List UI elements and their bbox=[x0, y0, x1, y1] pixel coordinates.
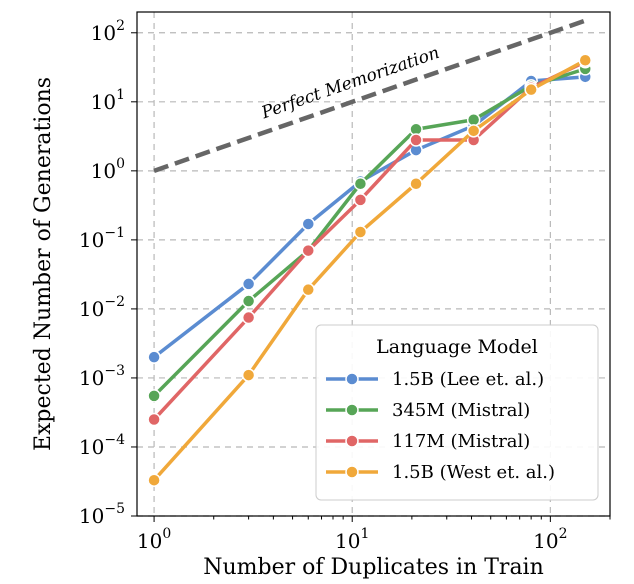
legend-item: 1.5B (Lee et. al.) bbox=[326, 369, 544, 390]
legend-swatch-marker bbox=[345, 403, 359, 417]
perfect-memorization-label: Perfect Memorization bbox=[258, 43, 442, 124]
axis-ticks: 100 101 102 10−5 10−4 10−3 10−2 10−1 100 101 102 bbox=[79, 18, 611, 553]
legend-box bbox=[315, 324, 599, 501]
x-tick-label: 102 bbox=[533, 526, 567, 553]
data-point bbox=[147, 350, 161, 364]
series-2 bbox=[147, 62, 592, 403]
data-point bbox=[241, 368, 256, 382]
series-4 bbox=[147, 53, 592, 487]
legend-item: 1.5B (West et. al.) bbox=[326, 462, 555, 483]
data-point bbox=[147, 412, 161, 427]
data-point bbox=[466, 112, 481, 127]
x-axis-label: Number of Duplicates in Train bbox=[203, 555, 544, 580]
legend-item: 345M (Mistral) bbox=[326, 400, 530, 421]
y-tick-label: 101 bbox=[91, 87, 125, 114]
y-tick-label: 10−1 bbox=[79, 225, 125, 252]
legend-swatch-marker bbox=[345, 434, 359, 448]
series-line bbox=[152, 58, 587, 482]
legend-swatch-marker bbox=[345, 465, 359, 479]
y-axis-label: Expected Number of Generations bbox=[31, 77, 56, 451]
data-point bbox=[147, 473, 161, 487]
legend-item: 117M (Mistral) bbox=[326, 431, 530, 452]
y-tick-label: 10−5 bbox=[79, 501, 125, 528]
data-point bbox=[241, 310, 256, 325]
data-point bbox=[578, 53, 592, 68]
series-line bbox=[152, 67, 587, 398]
y-tick-label: 10−2 bbox=[79, 294, 125, 321]
plot-frame bbox=[136, 11, 611, 517]
data-point bbox=[301, 282, 316, 297]
perfect-memorization-line bbox=[153, 18, 586, 173]
data-point bbox=[409, 177, 423, 191]
legend-label: 345M (Mistral) bbox=[392, 400, 530, 421]
data-point bbox=[301, 217, 316, 231]
legend-items: 1.5B (Lee et. al.) 345M (Mistral) 117M (Mi… bbox=[326, 369, 555, 483]
data-point bbox=[301, 243, 316, 258]
legend-title: Language Model bbox=[376, 336, 538, 358]
data-point bbox=[241, 277, 256, 291]
data-point bbox=[241, 294, 256, 308]
legend: Language Model 1.5B (Lee et. al.) 345M (M… bbox=[315, 324, 599, 501]
x-tick-label: 100 bbox=[137, 526, 171, 553]
data-point bbox=[353, 225, 368, 239]
legend-label: 1.5B (West et. al.) bbox=[392, 462, 555, 483]
y-tick-label: 100 bbox=[91, 156, 125, 183]
legend-label: 117M (Mistral) bbox=[392, 431, 530, 452]
x-tick-label: 101 bbox=[335, 526, 369, 553]
data-point bbox=[353, 193, 368, 207]
y-tick-label: 10−3 bbox=[79, 363, 125, 390]
series-1 bbox=[147, 70, 592, 364]
y-tick-label: 10−4 bbox=[79, 432, 125, 459]
data-point bbox=[353, 177, 368, 191]
legend-label: 1.5B (Lee et. al.) bbox=[392, 369, 544, 390]
legend-swatch-marker bbox=[345, 372, 359, 386]
series-group bbox=[147, 53, 592, 487]
series-line bbox=[152, 75, 587, 359]
y-tick-label: 102 bbox=[91, 18, 125, 45]
data-point bbox=[147, 389, 161, 403]
data-point bbox=[466, 124, 481, 138]
data-point bbox=[524, 82, 538, 97]
data-point bbox=[409, 133, 423, 147]
